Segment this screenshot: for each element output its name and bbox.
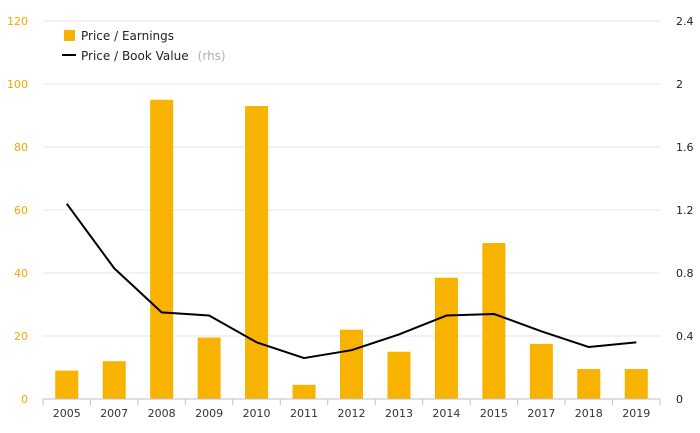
x-tick-label: 2009 [195, 407, 223, 420]
y-right-tick-label: 1.2 [676, 204, 694, 217]
y-left-tick-label: 20 [14, 330, 28, 343]
x-tick-label: 2005 [53, 407, 81, 420]
bar [387, 351, 411, 399]
bar [529, 343, 553, 399]
x-tick-label: 2010 [243, 407, 271, 420]
bar [102, 361, 126, 399]
x-tick-label: 2011 [290, 407, 318, 420]
legend-label-price-earnings: Price / Earnings [81, 29, 174, 43]
x-tick-label: 2015 [480, 407, 508, 420]
bar [482, 243, 506, 399]
bar [150, 99, 174, 399]
y-right-tick-label: 1.6 [676, 141, 694, 154]
x-tick-label: 2019 [622, 407, 650, 420]
x-tick-label: 2018 [575, 407, 603, 420]
bar [197, 337, 221, 399]
x-tick-label: 2012 [338, 407, 366, 420]
y-right-tick-label: 0 [676, 393, 683, 406]
bar [245, 106, 269, 400]
y-left-tick-label: 0 [21, 393, 28, 406]
y-right-tick-label: 0.8 [676, 267, 694, 280]
bar [340, 329, 363, 399]
legend-label-price-book-group: Price / Book Value (rhs) [81, 45, 226, 64]
legend: Price / Earnings Price / Book Value (rhs… [62, 29, 226, 64]
axes: 0 20 40 60 80 100 120 0 0.4 0.8 1.2 1.6 2 2.4 2005 2007… [7, 15, 694, 420]
bar [577, 369, 601, 399]
bar [624, 369, 648, 399]
x-tick-label: 2007 [100, 407, 128, 420]
bar [292, 384, 316, 399]
y-right-tick-label: 0.4 [676, 330, 694, 343]
y-left-tick-label: 60 [14, 204, 28, 217]
bar-series-price-earnings [55, 99, 648, 400]
x-tick-label: 2017 [527, 407, 555, 420]
legend-rhs-suffix: (rhs) [198, 49, 226, 63]
y-right-tick-label: 2 [676, 78, 683, 91]
y-left-tick-label: 80 [14, 141, 28, 154]
line-series-price-book [65, 203, 637, 360]
legend-label-price-book: Price / Book Value [81, 49, 189, 63]
bar [434, 277, 458, 399]
x-tick-label: 2008 [148, 407, 176, 420]
legend-swatch-price-earnings [64, 30, 75, 41]
y-left-tick-label: 40 [14, 267, 28, 280]
x-tick-label: 2014 [432, 407, 460, 420]
x-tick-label: 2013 [385, 407, 413, 420]
bar [55, 370, 79, 399]
y-left-tick-label: 120 [7, 15, 28, 28]
y-left-tick-label: 100 [7, 78, 28, 91]
y-right-tick-label: 2.4 [676, 15, 694, 28]
